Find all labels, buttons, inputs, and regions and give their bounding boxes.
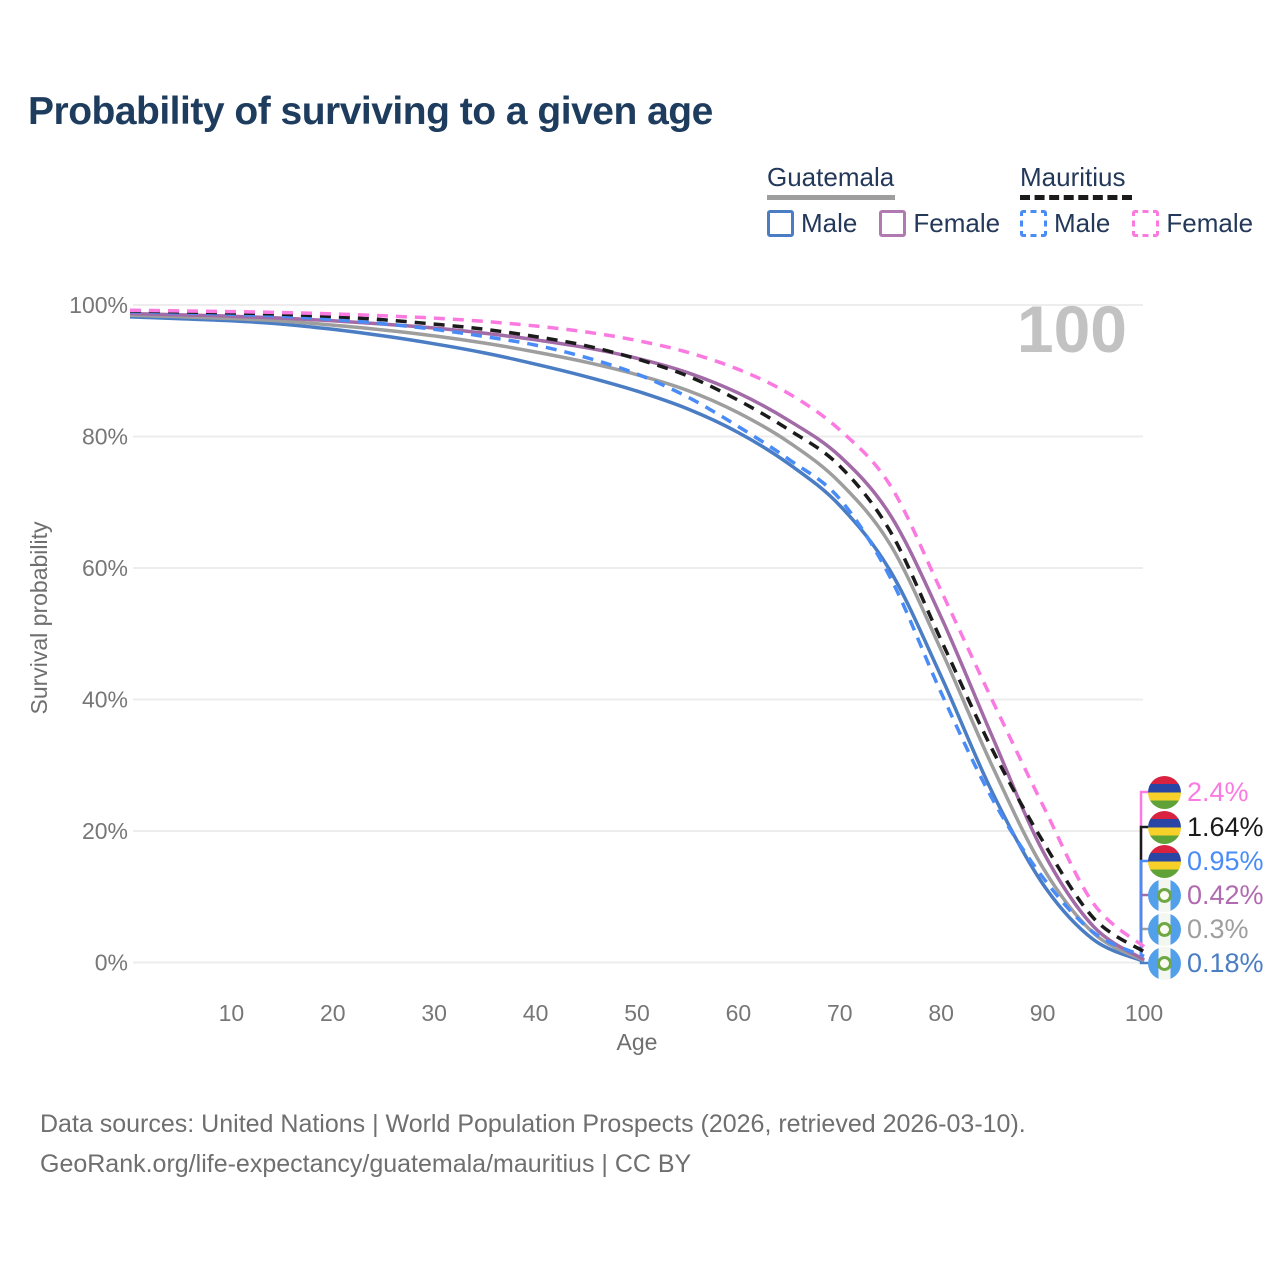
legend-label-mauritius-female: Female: [1166, 208, 1254, 238]
mauritius-flag-icon: [1148, 810, 1181, 844]
x-tick-label: 30: [421, 1000, 447, 1026]
x-tick-label: 40: [523, 1000, 549, 1026]
legend-label-mauritius-male: Male: [1054, 208, 1111, 238]
y-tick-label: 20%: [82, 818, 128, 844]
y-tick-label: 40%: [82, 687, 128, 713]
legend-linestyle-dashed: [1020, 195, 1132, 200]
mauritius-flag-icon: [1148, 844, 1181, 878]
legend-swatch-mauritius-female: [1132, 210, 1160, 237]
page-title: Probability of surviving to a given age: [28, 90, 713, 133]
footer-sources-line: Data sources: United Nations | World Pop…: [40, 1110, 1026, 1138]
series-line-mauritius-female[interactable]: [129, 308, 1146, 949]
legend-group-guatemala: Guatemala Male Female: [767, 162, 1022, 239]
legend-swatch-mauritius-male: [1020, 210, 1047, 237]
end-label-guatemala-female: 0.42%: [1148, 878, 1264, 912]
end-label-value: 0.42%: [1187, 879, 1264, 910]
x-tick-label: 70: [827, 1000, 853, 1026]
legend-swatch-guatemala-female: [879, 210, 907, 237]
footer-url-line: GeoRank.org/life-expectancy/guatemala/ma…: [40, 1150, 692, 1178]
x-tick-label: 100: [1125, 1000, 1163, 1026]
end-label-guatemala-overall: 0.3%: [1148, 912, 1249, 946]
series-line-mauritius-male[interactable]: [129, 309, 1145, 958]
legend-label-guatemala-male: Male: [801, 208, 858, 238]
x-axis-title: Age: [617, 1029, 658, 1055]
end-label-mauritius-male: 0.95%: [1148, 844, 1264, 878]
legend-item-guatemala-female[interactable]: Female: [879, 208, 1000, 239]
end-label-guatemala-male: 0.18%: [1148, 946, 1264, 980]
legend-swatch-guatemala-male: [767, 210, 794, 237]
x-tick-label: 60: [726, 1000, 752, 1026]
end-label-mauritius-female: 2.4%: [1148, 775, 1249, 809]
legend-item-mauritius-female[interactable]: Female: [1132, 208, 1253, 239]
end-label-value: 1.64%: [1187, 811, 1264, 842]
end-label-value: 0.18%: [1187, 947, 1264, 978]
legend-item-guatemala-male[interactable]: Male: [767, 208, 857, 239]
y-tick-label: 0%: [95, 950, 128, 976]
y-tick-label: 60%: [82, 555, 128, 581]
end-label-value: 2.4%: [1187, 776, 1249, 807]
legend-country-mauritius: Mauritius: [1020, 162, 1126, 192]
x-tick-label: 90: [1030, 1000, 1056, 1026]
end-label-mauritius-overall: 1.64%: [1148, 810, 1264, 844]
legend-linestyle-solid: [767, 195, 895, 200]
series-line-mauritius-overall[interactable]: [129, 309, 1145, 954]
series-line-guatemala-male[interactable]: [129, 315, 1145, 963]
end-label-connector-mauritius-male: [1139, 859, 1150, 957]
guatemala-flag-icon: [1148, 878, 1181, 912]
series-line-guatemala-female[interactable]: [129, 311, 1145, 962]
hover-age-watermark: 100: [1016, 292, 1127, 366]
x-tick-label: 50: [624, 1000, 650, 1026]
end-label-value: 0.3%: [1187, 913, 1249, 944]
mauritius-flag-icon: [1148, 775, 1181, 809]
y-axis-title: Survival probability: [26, 521, 52, 715]
series-line-guatemala-overall[interactable]: [129, 313, 1145, 963]
y-tick-label: 100%: [69, 292, 128, 318]
legend-country-guatemala: Guatemala: [767, 162, 895, 192]
legend-label-guatemala-female: Female: [913, 208, 1001, 238]
x-tick-label: 80: [928, 1000, 954, 1026]
y-tick-label: 80%: [82, 424, 128, 450]
guatemala-flag-icon: [1148, 912, 1181, 946]
x-tick-label: 20: [320, 1000, 346, 1026]
legend-item-mauritius-male[interactable]: Male: [1020, 208, 1110, 239]
guatemala-flag-icon: [1148, 946, 1181, 980]
end-label-value: 0.95%: [1187, 845, 1264, 876]
x-tick-label: 10: [219, 1000, 245, 1026]
data-source-footer: Data sources: United Nations | World Pop…: [40, 1104, 1026, 1184]
legend-group-mauritius: Mauritius Male Female: [1020, 162, 1275, 239]
